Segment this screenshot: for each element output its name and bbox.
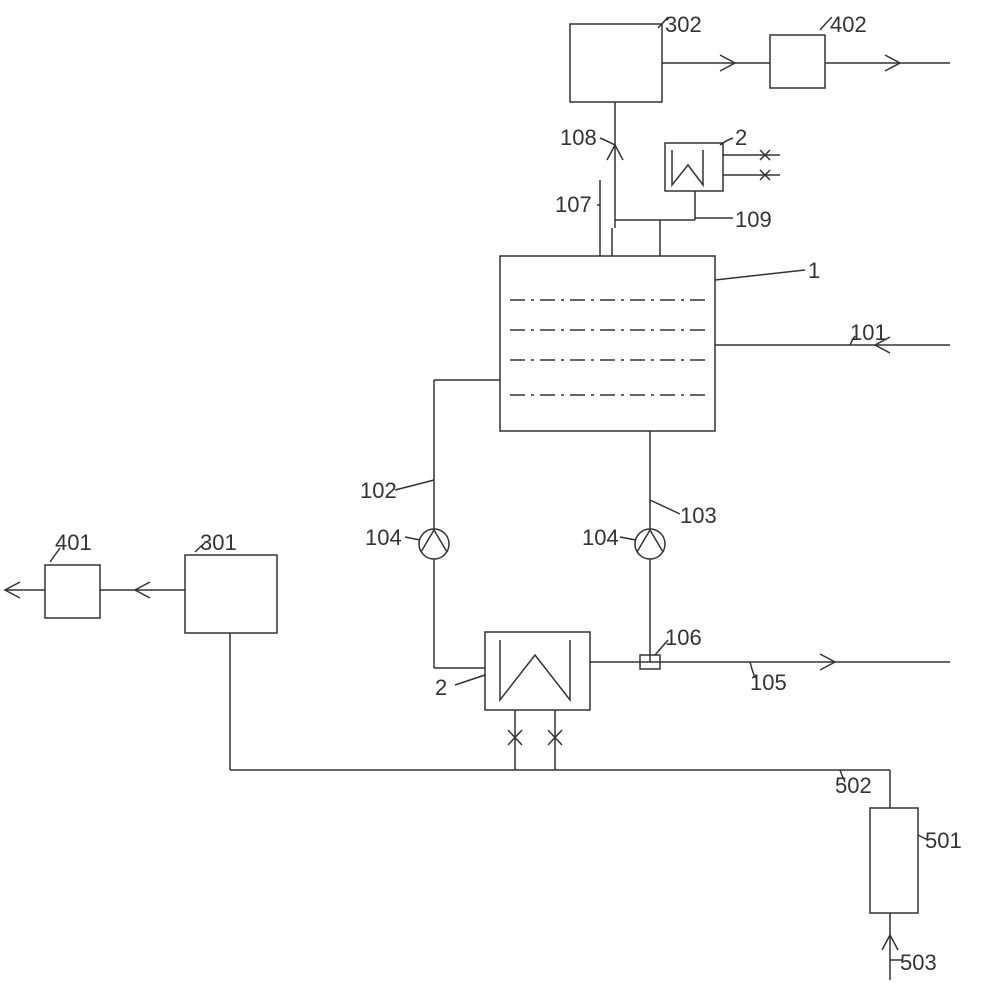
- label-502: 502: [835, 773, 872, 799]
- label-401: 401: [55, 530, 92, 556]
- label-106: 106: [665, 625, 702, 651]
- label-104-left: 104: [365, 525, 402, 551]
- label-109: 109: [735, 207, 772, 233]
- diagram-svg: [0, 0, 999, 1000]
- label-108: 108: [560, 125, 597, 151]
- label-1: 1: [808, 258, 820, 284]
- label-105: 105: [750, 670, 787, 696]
- label-107: 107: [555, 192, 592, 218]
- label-104-right: 104: [582, 525, 619, 551]
- label-2-bottom: 2: [435, 675, 447, 701]
- label-302: 302: [665, 12, 702, 38]
- label-2-top: 2: [735, 125, 747, 151]
- label-402: 402: [830, 12, 867, 38]
- label-102: 102: [360, 478, 397, 504]
- label-103: 103: [680, 503, 717, 529]
- label-301: 301: [200, 530, 237, 556]
- label-503: 503: [900, 950, 937, 976]
- label-501: 501: [925, 828, 962, 854]
- label-101: 101: [850, 320, 887, 346]
